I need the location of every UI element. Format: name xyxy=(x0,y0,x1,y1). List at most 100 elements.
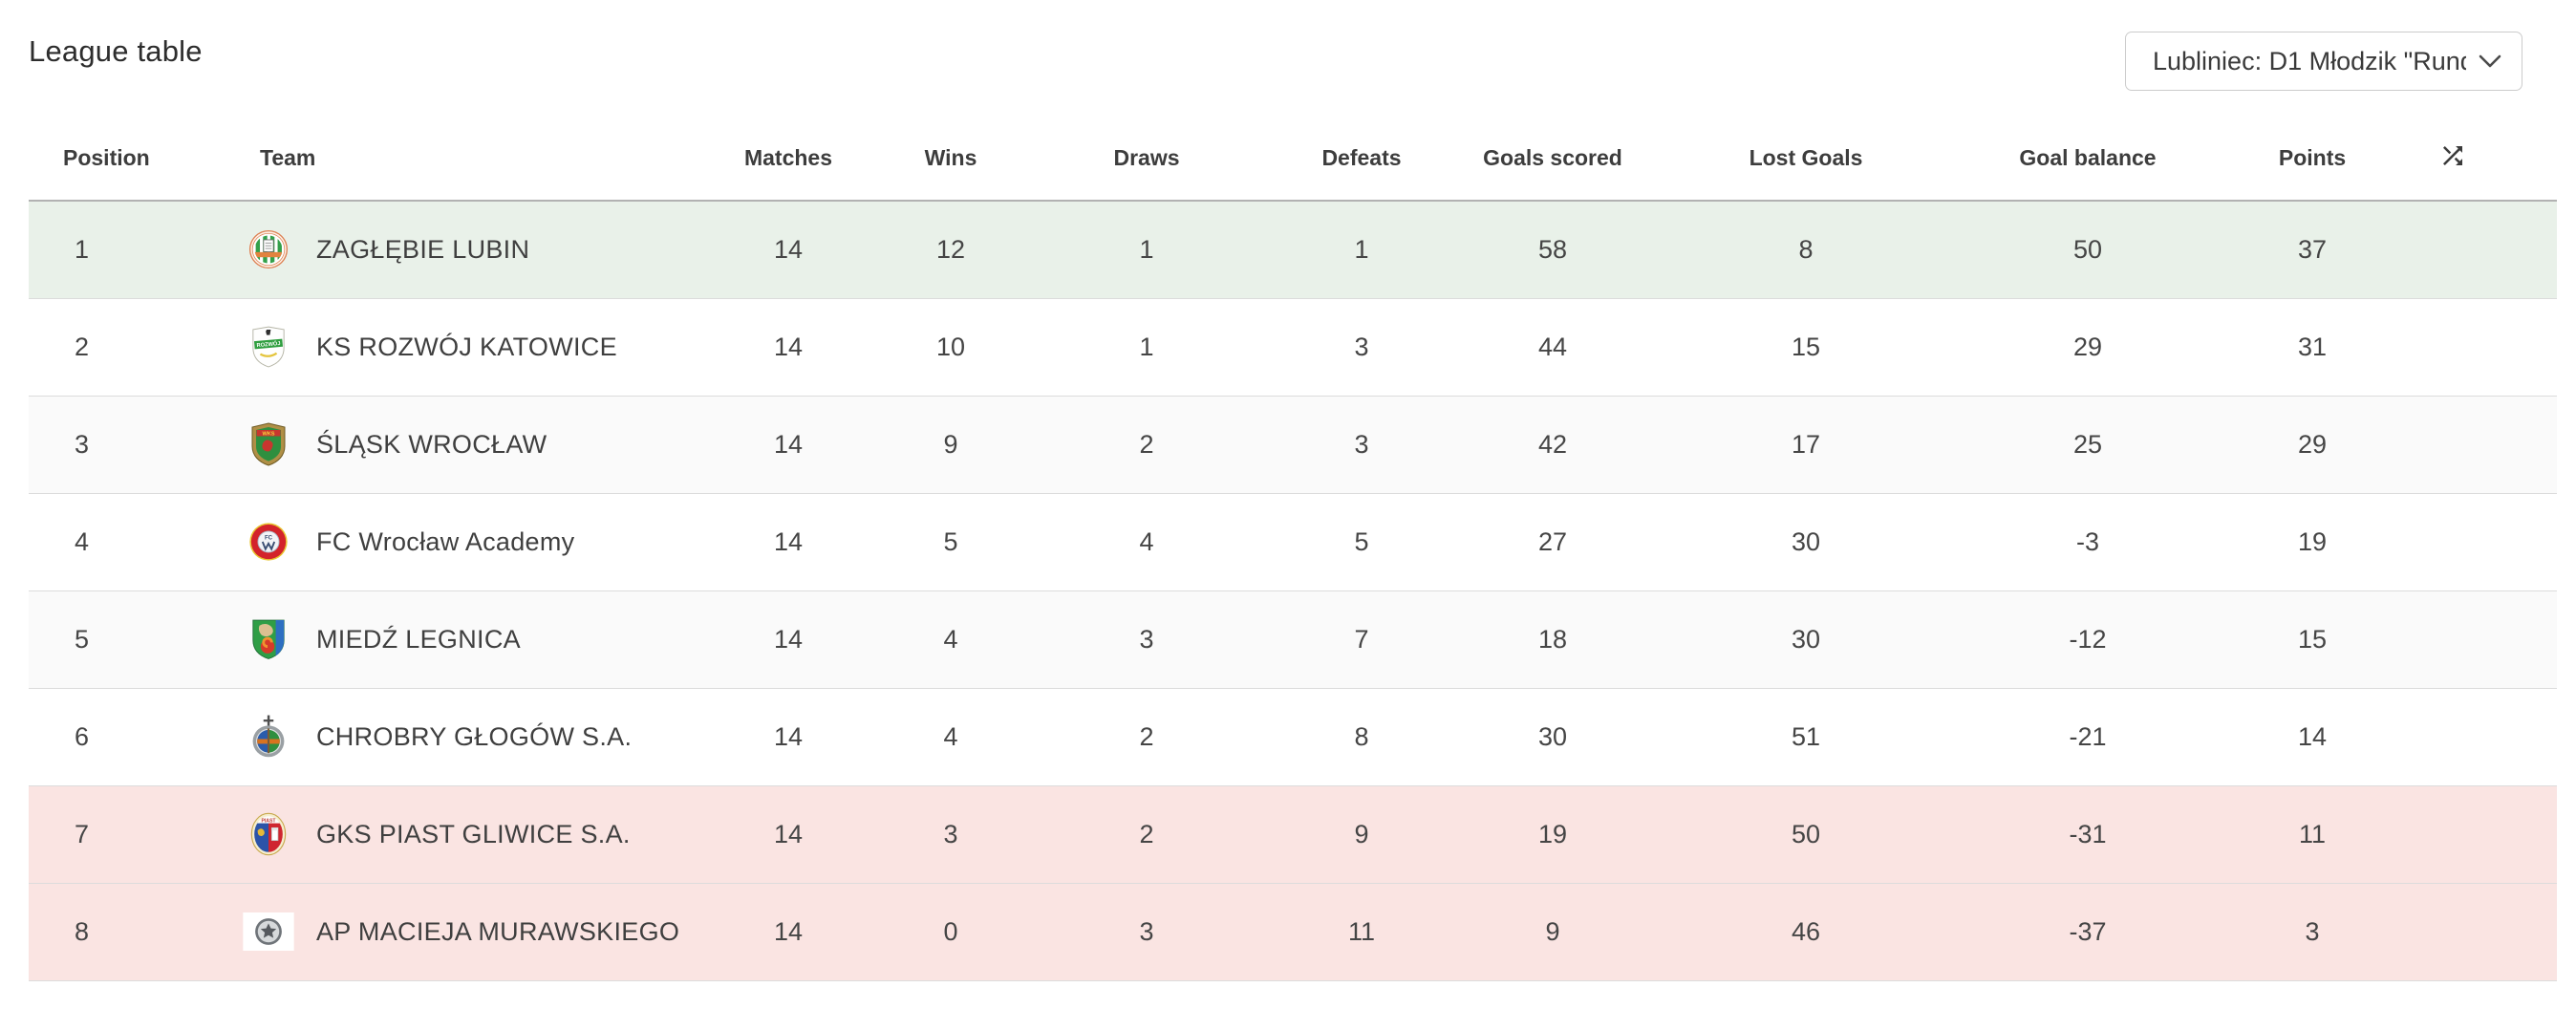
goals-scored-cell: 58 xyxy=(1537,234,1568,264)
league-select[interactable]: Lubliniec: D1 Młodzik "Runda I xyxy=(2125,32,2522,91)
draws-cell: 3 xyxy=(1139,624,1154,654)
goals-scored-cell: 44 xyxy=(1537,332,1568,361)
matches-cell: 14 xyxy=(773,916,804,946)
ap-macieja-murawskiego-logo xyxy=(243,912,294,951)
goals-scored-cell: 27 xyxy=(1537,526,1568,556)
points-cell: 37 xyxy=(2297,234,2328,264)
header-row: Position Team Matches Wins Draws Defeats… xyxy=(29,117,2557,201)
goals-scored-cell: 30 xyxy=(1537,721,1568,751)
defeats-cell: 7 xyxy=(1354,624,1369,654)
wins-cell: 0 xyxy=(943,916,958,946)
team-name: FC Wrocław Academy xyxy=(316,526,575,556)
lost-goals-cell: 30 xyxy=(1791,624,1821,654)
svg-text:FC: FC xyxy=(265,535,273,542)
column-header-goal-balance: Goal balance xyxy=(2019,145,2157,170)
team-cell: WKS ŚLĄSK WROCŁAW xyxy=(201,422,707,466)
points-cell: 29 xyxy=(2297,429,2328,459)
lost-goals-cell: 15 xyxy=(1791,332,1821,361)
matches-cell: 14 xyxy=(773,429,804,459)
points-cell: 3 xyxy=(2305,916,2320,946)
table-row: 7 PIAST xyxy=(29,785,2557,883)
lost-goals-cell: 17 xyxy=(1791,429,1821,459)
matches-cell: 14 xyxy=(773,819,804,848)
defeats-cell: 3 xyxy=(1354,429,1369,459)
wins-cell: 9 xyxy=(943,429,958,459)
column-header-draws: Draws xyxy=(1113,145,1180,170)
position-cell: 1 xyxy=(75,234,90,264)
defeats-cell: 5 xyxy=(1354,526,1369,556)
sort-toggle[interactable] xyxy=(2417,117,2557,201)
league-select-value: Lubliniec: D1 Młodzik "Runda I xyxy=(2153,46,2466,75)
goals-scored-cell: 18 xyxy=(1537,624,1568,654)
column-header-wins: Wins xyxy=(924,145,977,170)
team-logo xyxy=(242,618,295,660)
lost-goals-cell: 50 xyxy=(1791,819,1821,848)
wins-cell: 10 xyxy=(935,332,966,361)
position-cell: 3 xyxy=(75,429,90,459)
team-logo xyxy=(242,229,295,269)
draws-cell: 1 xyxy=(1139,234,1154,264)
position-cell: 2 xyxy=(75,332,90,361)
goal-balance-cell: -31 xyxy=(2069,819,2107,848)
draws-cell: 1 xyxy=(1139,332,1154,361)
shuffle-icon xyxy=(2443,145,2462,165)
team-name: CHROBRY GŁOGÓW S.A. xyxy=(316,721,633,751)
wins-cell: 5 xyxy=(943,526,958,556)
goal-balance-cell: 29 xyxy=(2072,332,2103,361)
lost-goals-cell: 46 xyxy=(1791,916,1821,946)
draws-cell: 4 xyxy=(1139,526,1154,556)
miedz-legnica-logo xyxy=(252,619,285,659)
svg-text:PIAST: PIAST xyxy=(261,818,276,824)
wins-cell: 4 xyxy=(943,624,958,654)
position-cell: 4 xyxy=(75,526,90,556)
empty-cell xyxy=(2417,493,2557,590)
team-logo: WKS xyxy=(242,422,295,466)
draws-cell: 3 xyxy=(1139,916,1154,946)
wins-cell: 12 xyxy=(935,234,966,264)
goal-balance-cell: -3 xyxy=(2075,526,2099,556)
svg-text:WKS: WKS xyxy=(262,432,274,438)
position-cell: 5 xyxy=(75,624,90,654)
wins-cell: 3 xyxy=(943,819,958,848)
table-row: 6 xyxy=(29,688,2557,785)
team-name: KS ROZWÓJ KATOWICE xyxy=(316,332,617,361)
points-cell: 11 xyxy=(2298,819,2327,848)
fc-wroclaw-academy-logo: FC xyxy=(249,523,288,561)
empty-cell xyxy=(2417,298,2557,396)
team-cell: PIAST GKS PIAST GLIWICE S.A. xyxy=(201,812,707,856)
goal-balance-cell: 25 xyxy=(2072,429,2103,459)
team-cell: CHROBRY GŁOGÓW S.A. xyxy=(201,715,707,759)
slask-wroclaw-logo: WKS xyxy=(251,422,286,466)
position-cell: 7 xyxy=(75,819,90,848)
table-row: 1 xyxy=(29,201,2557,298)
empty-cell xyxy=(2417,201,2557,298)
column-header-position: Position xyxy=(63,145,150,170)
matches-cell: 14 xyxy=(773,332,804,361)
column-header-matches: Matches xyxy=(743,145,833,170)
defeats-cell: 3 xyxy=(1354,332,1369,361)
team-logo xyxy=(242,912,295,951)
page-header: League table Lubliniec: D1 Młodzik "Rund… xyxy=(0,0,2576,117)
team-name: ŚLĄSK WROCŁAW xyxy=(316,429,547,459)
position-cell: 8 xyxy=(75,916,90,946)
defeats-cell: 11 xyxy=(1347,916,1376,946)
table-row: 2 ROZWÓJ KS ROZWÓJ KATOWICE 14 1 xyxy=(29,298,2557,396)
table-row: 8 AP MACIEJA MURAWSKIEGO 14 0 3 11 9 46 … xyxy=(29,883,2557,980)
column-header-team: Team xyxy=(260,145,316,170)
draws-cell: 2 xyxy=(1139,429,1154,459)
points-cell: 14 xyxy=(2297,721,2328,751)
team-name: ZAGŁĘBIE LUBIN xyxy=(316,234,530,264)
column-header-points: Points xyxy=(2278,145,2347,170)
page-title: League table xyxy=(29,34,203,68)
goals-scored-cell: 19 xyxy=(1537,819,1568,848)
column-header-lost-goals: Lost Goals xyxy=(1749,145,1863,170)
table-row: 5 MIEDŹ LEGNICA 14 4 3 7 18 30 xyxy=(29,590,2557,688)
goal-balance-cell: 50 xyxy=(2072,234,2103,264)
league-table: Position Team Matches Wins Draws Defeats… xyxy=(29,117,2557,981)
chevron-down-icon xyxy=(2479,54,2501,68)
team-logo: ROZWÓJ xyxy=(242,326,295,368)
team-logo xyxy=(242,715,295,759)
lost-goals-cell: 30 xyxy=(1791,526,1821,556)
team-cell: ZAGŁĘBIE LUBIN xyxy=(201,229,707,269)
team-cell: MIEDŹ LEGNICA xyxy=(201,618,707,660)
